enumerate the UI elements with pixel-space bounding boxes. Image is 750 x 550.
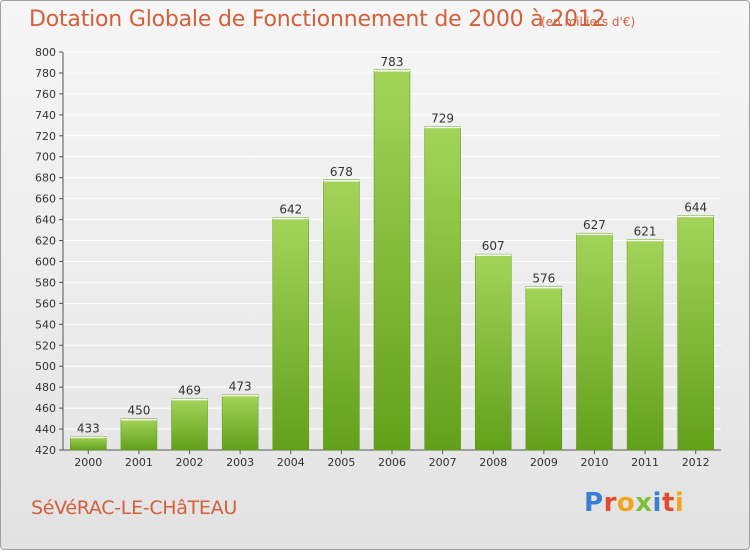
- data-label-2006: 783: [381, 55, 404, 69]
- x-tick-label-2002: 2002: [176, 456, 204, 469]
- x-tick-label-2001: 2001: [125, 456, 153, 469]
- bar-2005: [323, 179, 360, 451]
- bar-2001: [120, 418, 158, 451]
- data-label-2007: 729: [431, 111, 454, 125]
- logo-letter: r: [603, 488, 617, 518]
- bar-2006: [373, 69, 411, 451]
- commune-name: SéVéRAC-LE-CHâTEAU: [31, 497, 237, 519]
- x-tick-label-2011: 2011: [631, 456, 659, 469]
- y-tick-label: 460: [35, 402, 56, 415]
- bar-2010: [576, 232, 613, 451]
- data-label-2009: 576: [532, 272, 555, 286]
- logo-letter: o: [616, 488, 636, 518]
- chart-title: Dotation Globale de Fonctionnement de 20…: [29, 7, 606, 32]
- bar-2009: [525, 286, 563, 451]
- data-label-2008: 607: [482, 239, 505, 253]
- y-tick-label: 440: [35, 423, 56, 436]
- x-tick-label-2009: 2009: [530, 456, 558, 469]
- x-tick-label-2005: 2005: [327, 456, 355, 469]
- data-label-2000: 433: [77, 421, 100, 435]
- data-label-2012: 644: [684, 200, 707, 214]
- y-tick-label: 800: [35, 46, 56, 59]
- logo-letter: i: [674, 488, 685, 518]
- bar-2002: [171, 398, 208, 451]
- y-tick-label: 580: [35, 276, 56, 289]
- data-label-2011: 621: [634, 224, 657, 238]
- y-tick-label: 420: [35, 444, 56, 457]
- x-tick-label-2006: 2006: [378, 456, 406, 469]
- data-label-2010: 627: [583, 218, 606, 232]
- y-tick-label: 660: [35, 193, 56, 206]
- x-tick-label-2012: 2012: [682, 456, 710, 469]
- bar-2000: [70, 436, 107, 451]
- y-tick-label: 780: [35, 67, 56, 80]
- x-tick-labels: 2000 2001 2002 2003 2004 2005 2006 2007 2008 2009…: [74, 456, 709, 469]
- x-tick-label-2003: 2003: [226, 456, 254, 469]
- bar-2004: [272, 217, 310, 451]
- y-tick-label: 700: [35, 151, 56, 164]
- y-tick-label: 720: [35, 130, 56, 143]
- y-tick-label: 600: [35, 255, 56, 268]
- chart-subtitle: (en milliers d'€): [541, 15, 636, 29]
- logo-letter: i: [652, 488, 662, 518]
- data-label-2003: 473: [229, 379, 252, 393]
- y-tick-label: 480: [35, 381, 56, 394]
- y-tick-label: 560: [35, 297, 56, 310]
- proxiti-logo: Proxiti: [584, 488, 684, 518]
- logo-letter: x: [635, 488, 653, 518]
- x-tick-label-2007: 2007: [429, 456, 457, 469]
- bars: [70, 69, 714, 451]
- data-label-2002: 469: [178, 384, 201, 398]
- x-tick-label-2008: 2008: [479, 456, 507, 469]
- y-tick-labels: 420 440 460 480 500 520 540 560 580 600 620 640 660 6…: [35, 46, 56, 457]
- data-label-2005: 678: [330, 165, 353, 179]
- x-tick-label-2004: 2004: [277, 456, 305, 469]
- x-tick-label-2000: 2000: [74, 456, 102, 469]
- bar-2003: [221, 394, 259, 451]
- y-tick-label: 520: [35, 339, 56, 352]
- logo-letter: P: [584, 488, 604, 518]
- y-tick-label: 760: [35, 88, 56, 101]
- y-tick-label: 680: [35, 172, 56, 185]
- y-tick-label: 500: [35, 360, 56, 373]
- data-labels: 433 450 469 473 642 678 783 729 607 576 627 621 644: [77, 55, 707, 436]
- data-label-2004: 642: [279, 202, 302, 216]
- bar-2011: [626, 239, 664, 451]
- logo-letter: t: [661, 488, 675, 518]
- bar-2012: [677, 215, 714, 451]
- y-tick-label: 620: [35, 235, 56, 248]
- data-label-2001: 450: [127, 404, 150, 418]
- y-tick-label: 740: [35, 109, 56, 122]
- bar-2008: [474, 253, 512, 451]
- y-tick-label: 540: [35, 318, 56, 331]
- bar-2007: [424, 126, 461, 451]
- x-tick-label-2010: 2010: [580, 456, 608, 469]
- y-tick-label: 640: [35, 214, 56, 227]
